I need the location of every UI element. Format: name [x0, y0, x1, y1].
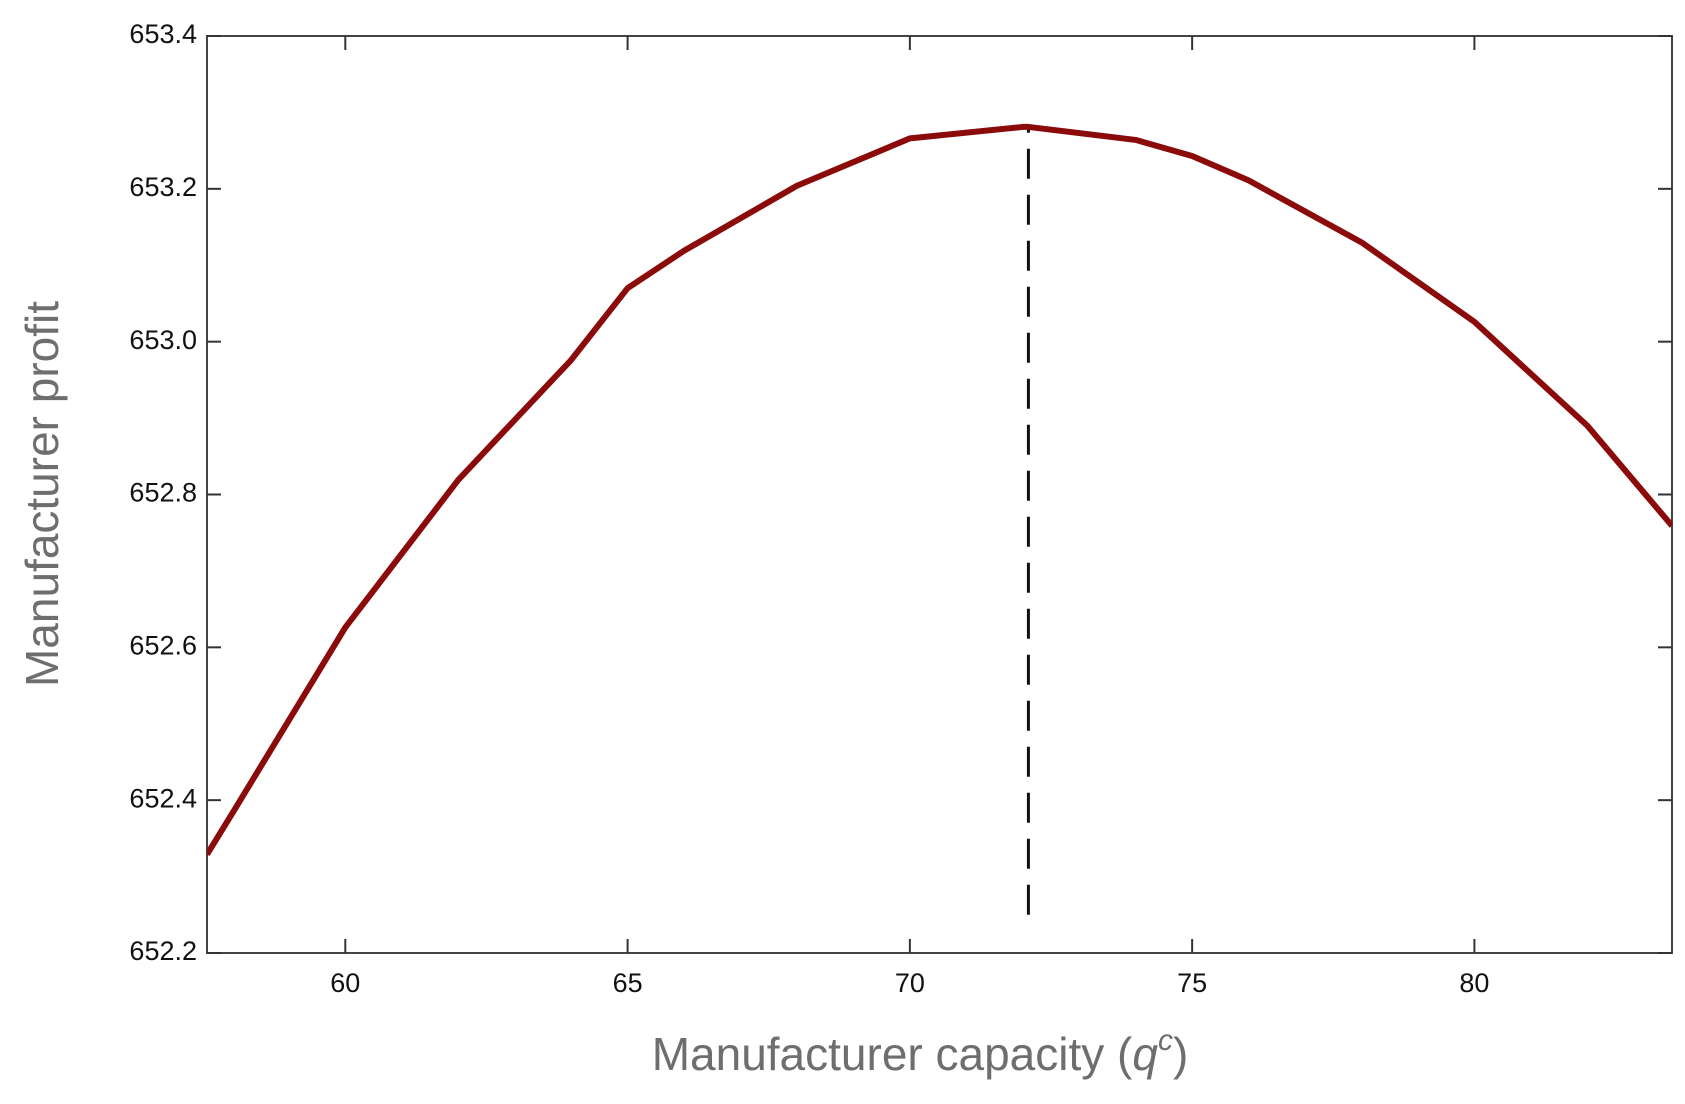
x-label-sup: c: [1158, 1024, 1173, 1057]
x-tick-label: 80: [1459, 968, 1489, 998]
y-tick-label: 652.6: [129, 630, 197, 660]
x-axis-label: Manufacturer capacity (qc): [652, 1024, 1189, 1080]
y-tick-label: 652.4: [129, 783, 197, 813]
x-label-text: Manufacturer capacity (: [652, 1028, 1133, 1080]
y-tick-label: 653.4: [129, 19, 197, 49]
y-axis-label: Manufacturer profit: [16, 301, 68, 687]
profit-curve: [207, 123, 1672, 856]
y-tick-label: 652.8: [129, 478, 197, 508]
y-tick-label: 653.2: [129, 172, 197, 202]
y-tick-label: 653.0: [129, 325, 197, 355]
x-tick-label: 60: [330, 968, 360, 998]
x-tick-label: 75: [1177, 968, 1207, 998]
x-label-symbol: q: [1132, 1028, 1158, 1080]
y-tick-label: 652.2: [129, 936, 197, 966]
x-tick-label: 65: [613, 968, 643, 998]
plot-frame: [206, 35, 1673, 954]
x-label-close: ): [1173, 1028, 1188, 1080]
x-tick-label: 70: [895, 968, 925, 998]
